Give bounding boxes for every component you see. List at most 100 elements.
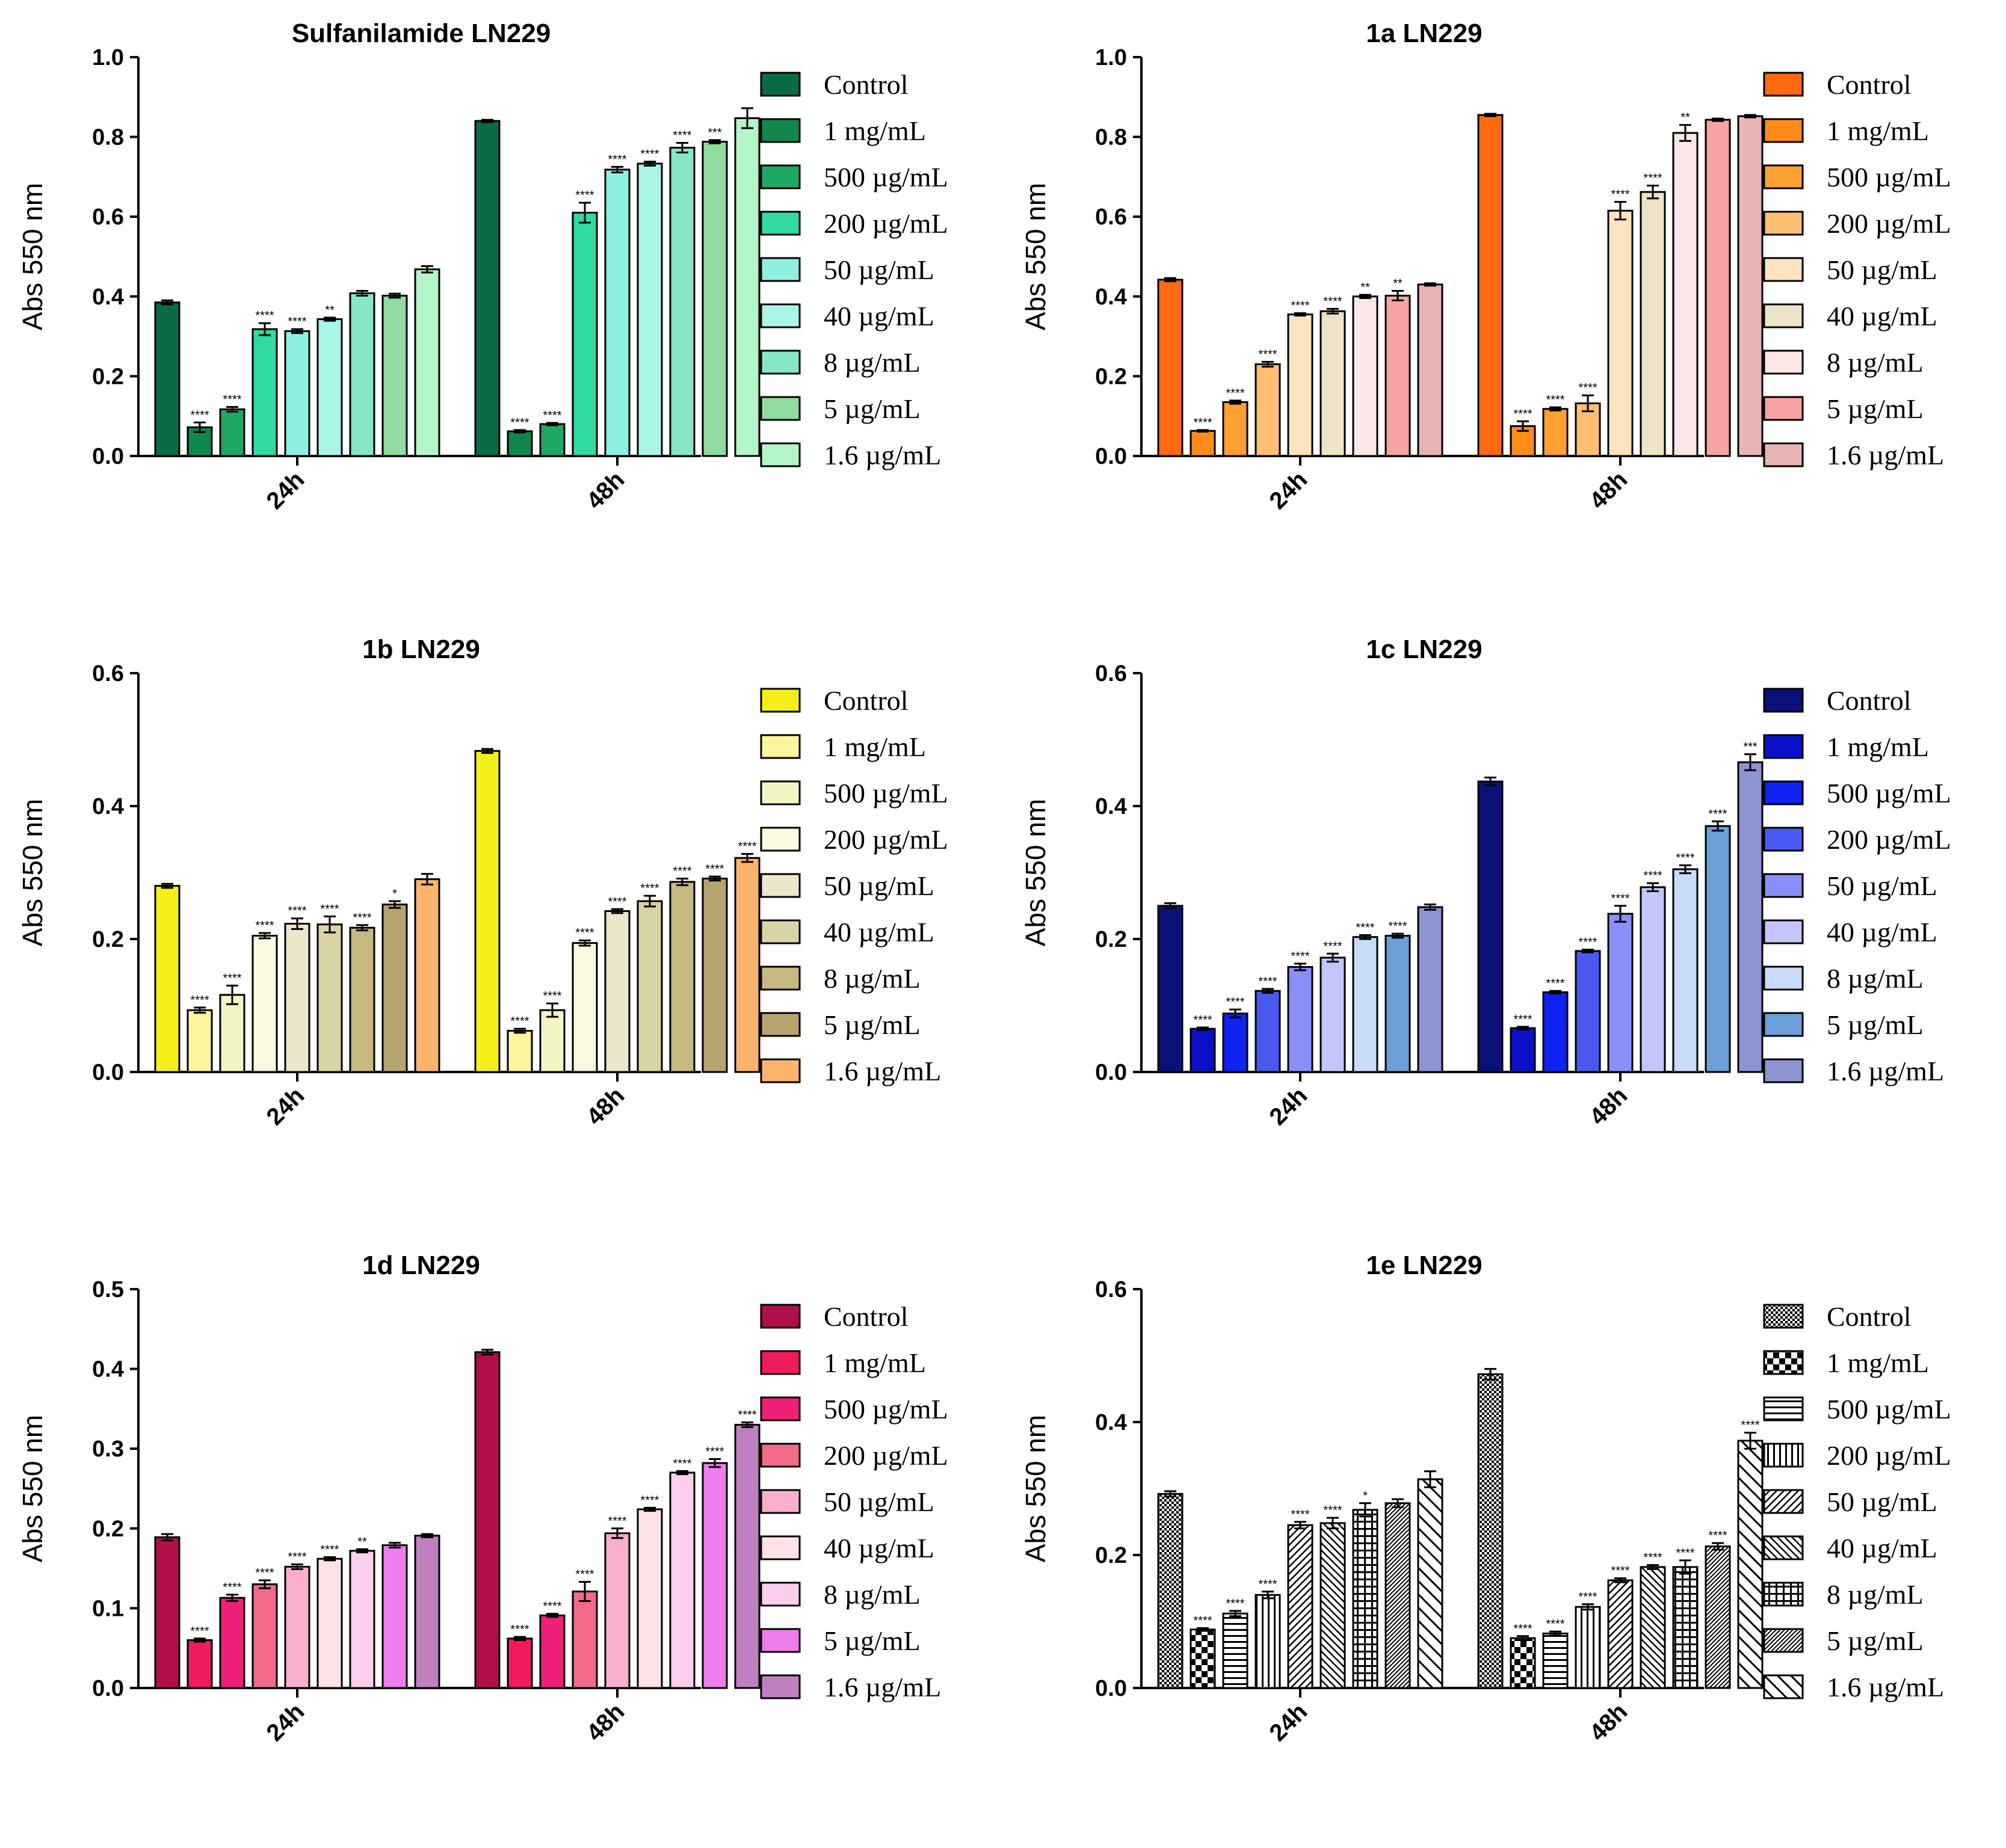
bar-1-6-ug-ml-24h [1417,906,1443,1073]
legend-swatch-1-mg-ml [1763,1350,1804,1375]
bar-50-ug-ml-48h [604,168,631,457]
bar-control-24h [154,885,181,1073]
legend-label-50-ug-ml: 50 µg/mL [824,870,934,901]
chart-title: 1b LN229 [362,635,480,664]
significance-label: **** [1578,936,1597,949]
significance-label: **** [1741,1419,1759,1432]
significance-label: **** [510,1015,529,1028]
legend-label-200-ug-ml: 200 µg/mL [1827,208,1951,239]
significance-label: **** [190,1625,209,1638]
bar-200-ug-ml-24h [252,934,278,1073]
bar-40-ug-ml-48h [1640,191,1666,457]
bar-5-ug-ml-24h [1384,934,1411,1073]
chart-title: Sulfanilamide LN229 [292,19,551,48]
bar-5-ug-ml-48h [702,1462,728,1689]
legend-label-500-ug-ml: 500 µg/mL [824,778,948,808]
significance-label: **** [1323,295,1342,308]
significance-label: **** [1611,892,1629,905]
legend-label-control: Control [1827,685,1912,716]
significance-label: **** [255,919,274,932]
y-tick-label: 0.4 [92,794,124,819]
bar-1-mg-ml-48h [1510,1637,1536,1689]
legend-label-5-ug-ml: 5 µg/mL [824,393,921,424]
legend-label-200-ug-ml: 200 µg/mL [824,1440,948,1471]
x-category-label: 48h [582,1082,630,1130]
significance-label: **** [543,990,561,1003]
y-tick-label: 0.2 [92,927,124,952]
bar-5-ug-ml-48h [1705,119,1731,457]
bar-5-ug-ml-24h [1384,1502,1411,1689]
legend-label-50-ug-ml: 50 µg/mL [1827,1486,1937,1517]
legend-swatch-1-mg-ml [760,118,801,143]
bar-40-ug-ml-24h [316,1557,343,1689]
legend-label-500-ug-ml: 500 µg/mL [824,162,948,192]
legend-swatch-1-mg-ml [760,734,801,759]
bar-500-ug-ml-24h [219,994,245,1073]
significance-label: **** [1643,171,1662,185]
legend-swatch-200-ug-ml [760,827,801,852]
bar-200-ug-ml-24h [1255,1594,1281,1689]
significance-label: **** [255,1566,274,1580]
significance-label: **** [1611,188,1629,202]
y-axis-label: Abs 550 nm [17,183,48,330]
significance-label: **** [223,1581,241,1594]
legend-swatch-50-ug-ml [760,257,801,282]
x-category-label: 48h [582,1698,630,1746]
chart-title: 1e LN229 [1366,1251,1482,1280]
legend-swatch-1-6-ug-ml [1763,1058,1804,1083]
significance-label: **** [1226,387,1244,400]
legend-label-500-ug-ml: 500 µg/mL [1827,1394,1951,1424]
legend-swatch-200-ug-ml [760,211,801,236]
y-tick-label: 1.0 [92,45,124,70]
significance-label: **** [1291,1508,1309,1521]
y-tick-label: 0.4 [92,1357,124,1382]
legend-swatch-8-ug-ml [760,966,801,991]
chart-1a-ln229: 1a LN229 Abs 550 nm 0.0 0.2 0.4 0.6 0.8 1.0 24h *… [1020,19,1951,514]
bar-50-ug-ml-24h [1287,1524,1313,1689]
significance-label: * [392,887,397,901]
legend-swatch-500-ug-ml [1763,164,1804,189]
bar-1-mg-ml-48h [507,1637,533,1689]
significance-label: **** [608,1515,626,1528]
y-tick-label: 0.0 [1095,1676,1127,1701]
bar-500-ug-ml-48h [1542,991,1569,1073]
legend-label-1-mg-ml: 1 mg/mL [824,116,926,146]
chart-title: 1c LN229 [1366,635,1482,664]
significance-label: **** [608,153,626,166]
significance-label: **** [705,1445,724,1458]
chart-panel-1b: 1b LN229 Abs 550 nm 0.0 0.2 0.4 0.6 24h **** ***… [0,616,1003,1218]
legend-label-5-ug-ml: 5 µg/mL [1827,1625,1924,1656]
legend-swatch-5-ug-ml [760,1012,801,1037]
significance-label: ** [325,304,335,317]
bar-control-24h [1157,1492,1184,1689]
bar-1-6-ug-ml-48h [1737,761,1764,1073]
chart-panel-1a: 1a LN229 Abs 550 nm 0.0 0.2 0.4 0.6 0.8 1.0 24h *… [1003,0,2006,602]
bar-8-ug-ml-24h [349,926,375,1073]
legend-label-500-ug-ml: 500 µg/mL [1827,778,1951,808]
y-tick-label: 0.6 [92,661,124,686]
bar-1-6-ug-ml-48h [734,117,761,457]
legend-label-1-mg-ml: 1 mg/mL [1827,116,1929,146]
significance-label: **** [1323,940,1342,953]
bar-200-ug-ml-24h [1255,990,1281,1073]
legend-label-200-ug-ml: 200 µg/mL [824,824,948,855]
legend-swatch-50-ug-ml [1763,873,1804,898]
y-tick-label: 0.0 [1095,1060,1127,1085]
bar-1-mg-ml-48h [507,1029,533,1073]
legend-swatch-40-ug-ml [760,1535,801,1560]
bar-control-24h [1157,905,1184,1073]
bar-control-48h [474,750,501,1073]
legend-label-8-ug-ml: 8 µg/mL [824,347,921,378]
legend-swatch-1-mg-ml [1763,734,1804,759]
bar-50-ug-ml-48h [1607,1579,1634,1689]
legend-swatch-control [760,1304,801,1329]
y-axis-label: Abs 550 nm [1020,183,1051,330]
legend-swatch-50-ug-ml [1763,257,1804,282]
significance-label: ** [357,1535,367,1548]
significance-label: **** [1193,416,1212,430]
legend-swatch-500-ug-ml [1763,1396,1804,1421]
legend-swatch-5-ug-ml [1763,1012,1804,1037]
